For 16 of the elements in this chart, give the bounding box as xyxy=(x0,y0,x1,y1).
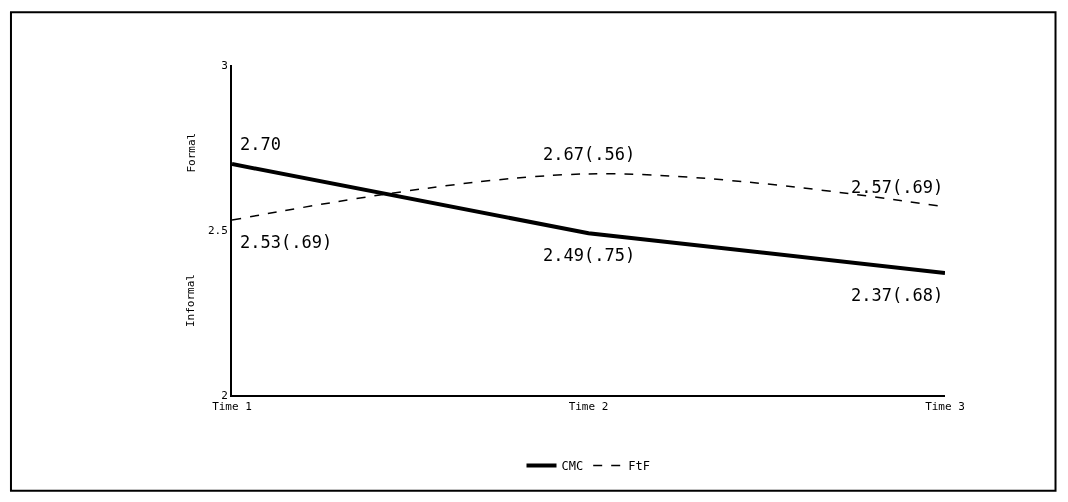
data-label: 2.67(.56) xyxy=(543,144,636,164)
x-tick-label: Time 3 xyxy=(925,400,965,414)
text: Informal xyxy=(184,274,198,328)
x-tick-label: Time 1 xyxy=(212,400,252,414)
y-tick-label: 3 xyxy=(221,58,228,72)
legend-label: FtF xyxy=(628,459,650,474)
data-label: 2.37(.68) xyxy=(851,285,944,305)
x-tick-label: Time 2 xyxy=(568,400,609,414)
y-tick-label: 2 xyxy=(221,388,228,402)
data-label: 2.53(.69) xyxy=(240,232,333,252)
text: Formal xyxy=(184,132,198,173)
legend-label: CMC xyxy=(561,459,584,474)
data-label: 2.57(.69) xyxy=(851,177,944,197)
y-tick-label: 2.5 xyxy=(207,223,228,237)
data-label: 2.49(.75) xyxy=(543,245,636,265)
data-label: 2.70 xyxy=(240,134,281,154)
